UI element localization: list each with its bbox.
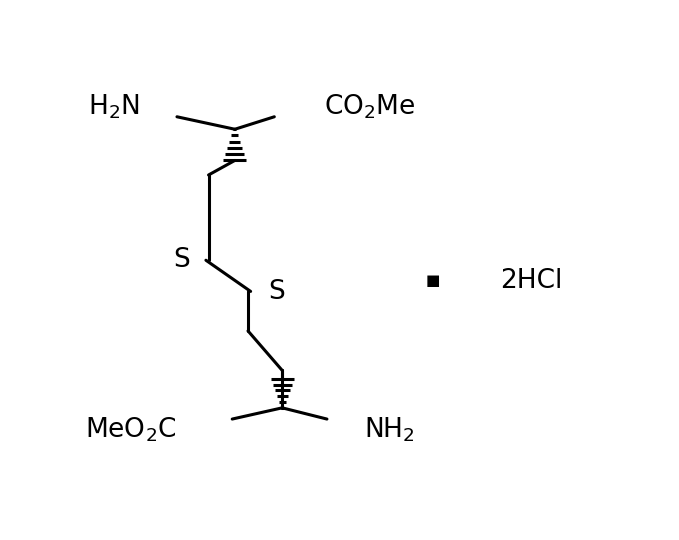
Text: NH$_2$: NH$_2$ xyxy=(364,416,415,444)
Text: H$_2$N: H$_2$N xyxy=(88,92,140,120)
Text: S: S xyxy=(268,279,285,305)
Text: $\blacksquare$: $\blacksquare$ xyxy=(424,273,440,289)
Text: CO$_2$Me: CO$_2$Me xyxy=(325,92,416,120)
Text: S: S xyxy=(173,247,190,273)
Text: MeO$_2$C: MeO$_2$C xyxy=(86,416,177,444)
Text: 2HCl: 2HCl xyxy=(500,268,563,294)
